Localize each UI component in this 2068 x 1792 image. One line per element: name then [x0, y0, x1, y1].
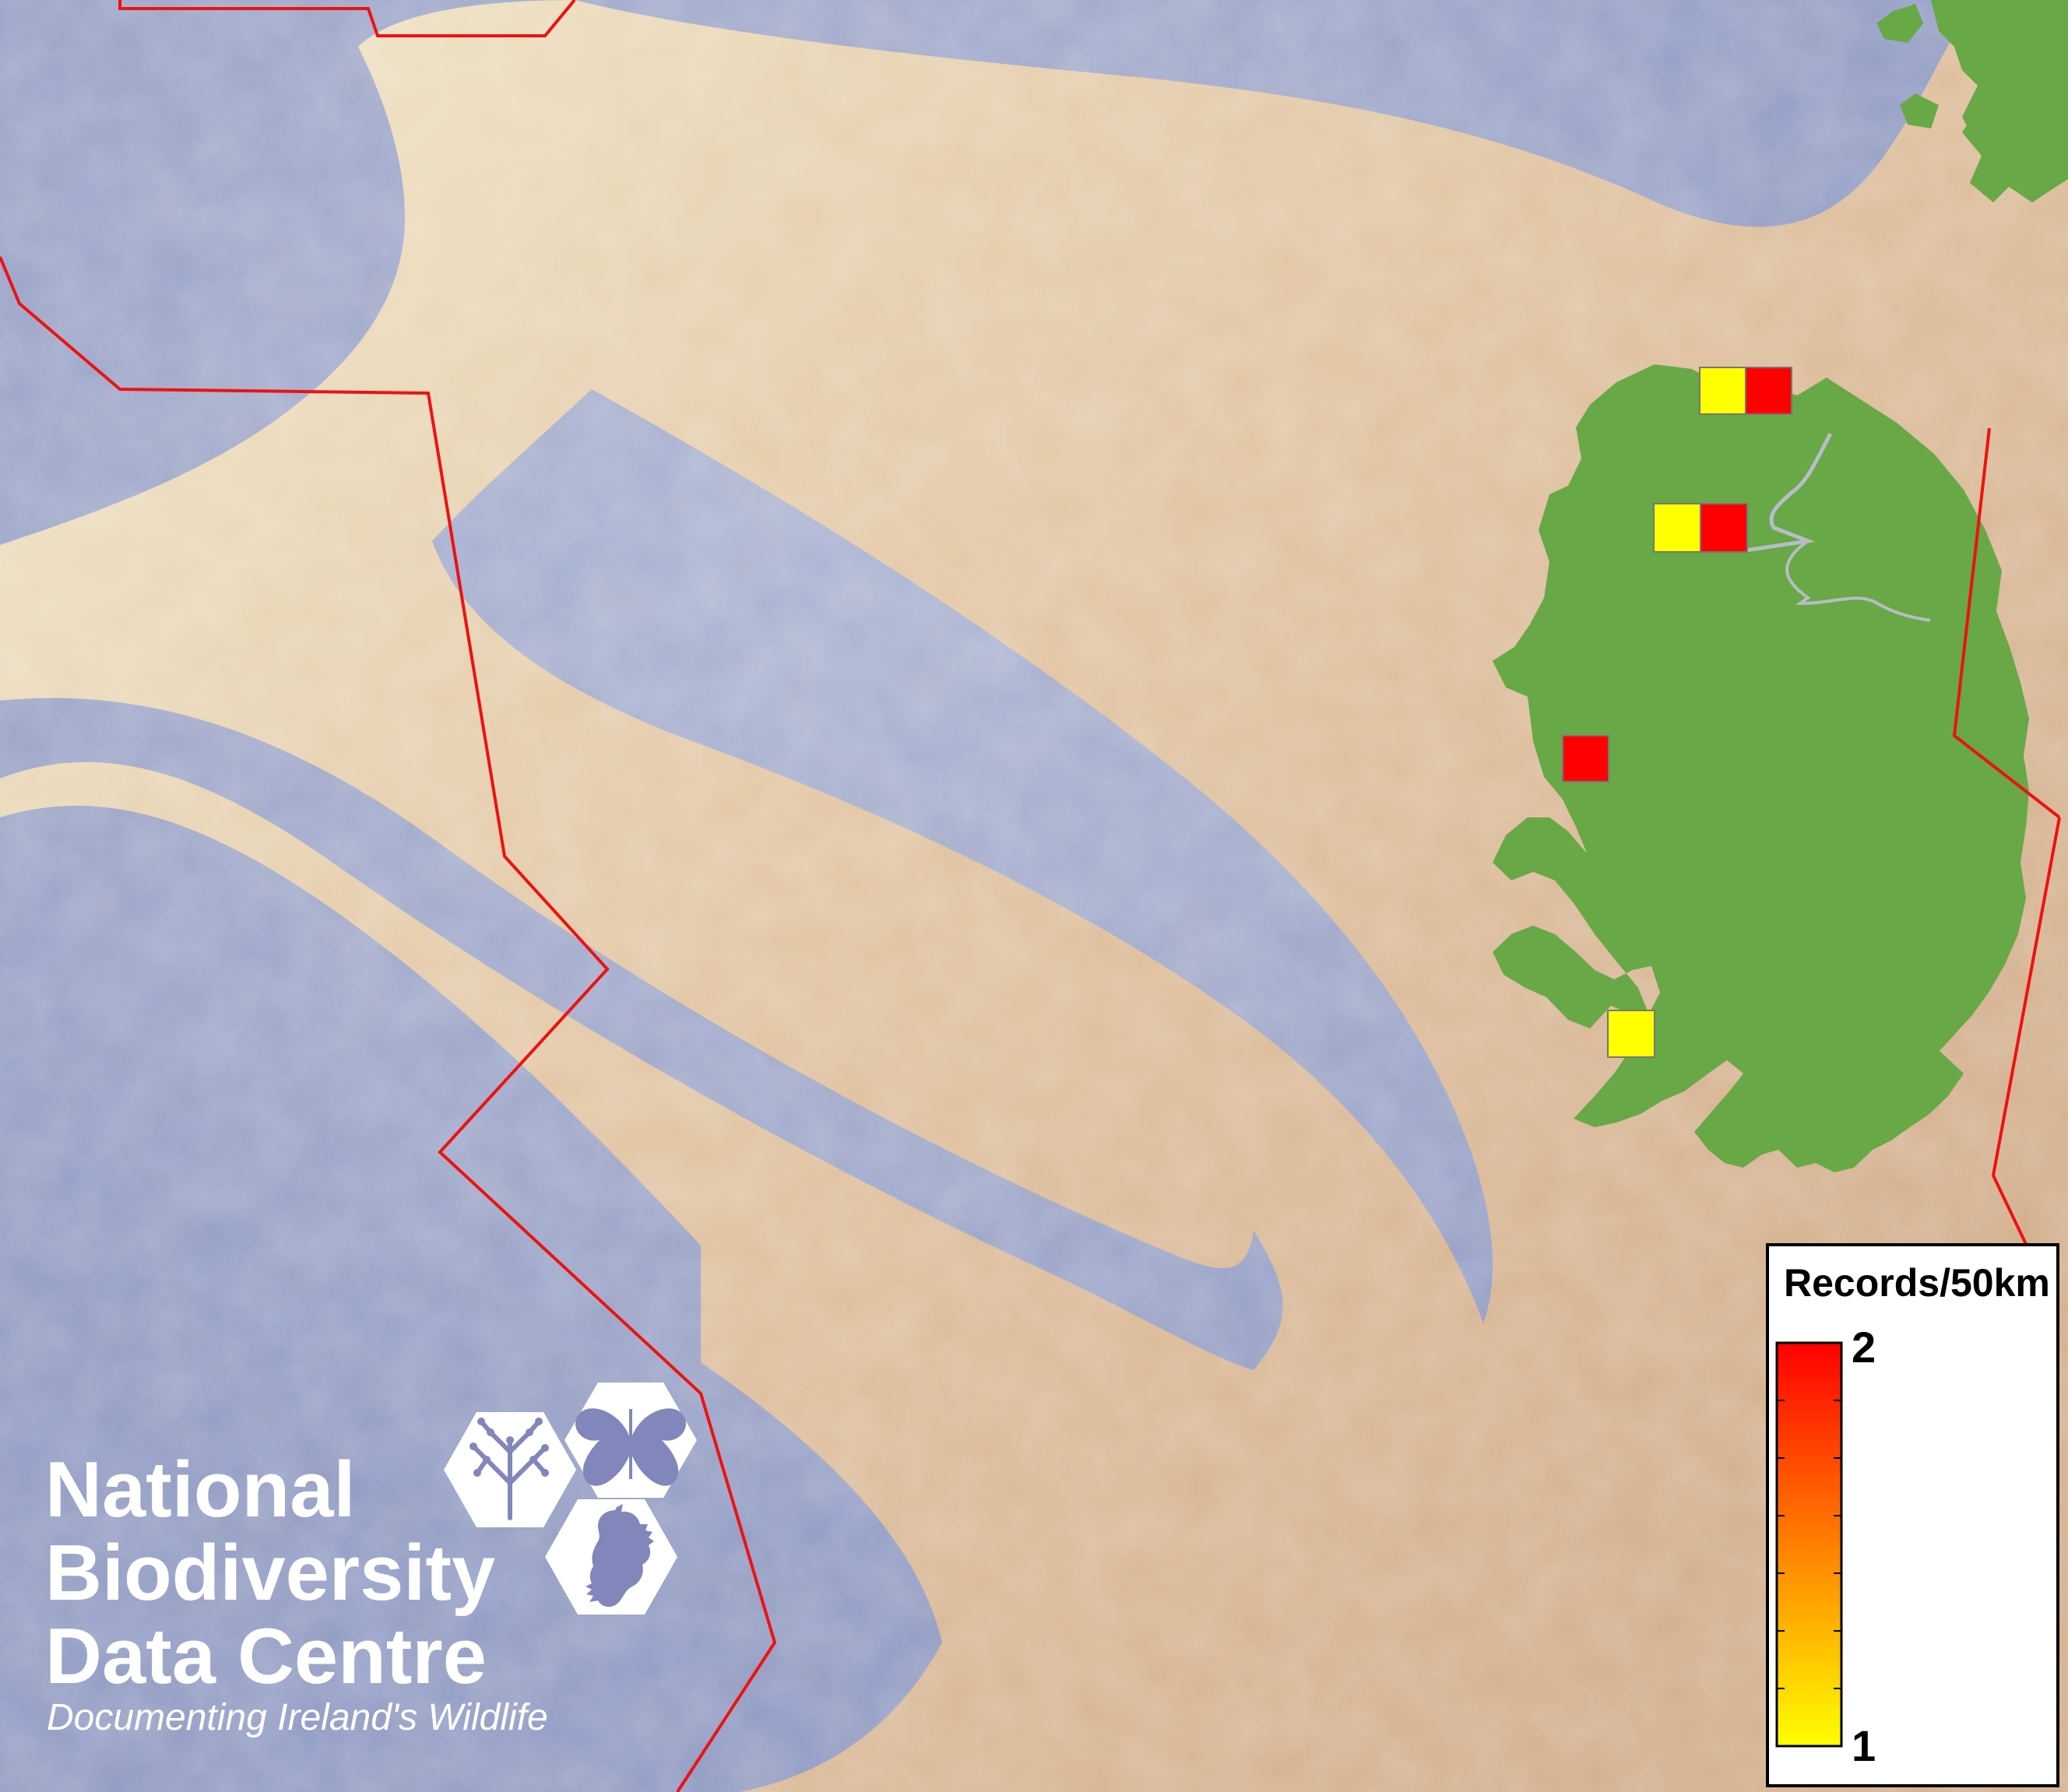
svg-text:1: 1 [1852, 1721, 1876, 1770]
svg-text:2: 2 [1852, 1323, 1876, 1372]
svg-text:National: National [45, 1446, 355, 1534]
svg-text:Data Centre: Data Centre [45, 1613, 487, 1700]
svg-text:Documenting Ireland's Wildlife: Documenting Ireland's Wildlife [47, 1697, 548, 1738]
svg-text:Records/50km: Records/50km [1784, 1261, 2050, 1305]
svg-text:Biodiversity: Biodiversity [45, 1530, 495, 1617]
